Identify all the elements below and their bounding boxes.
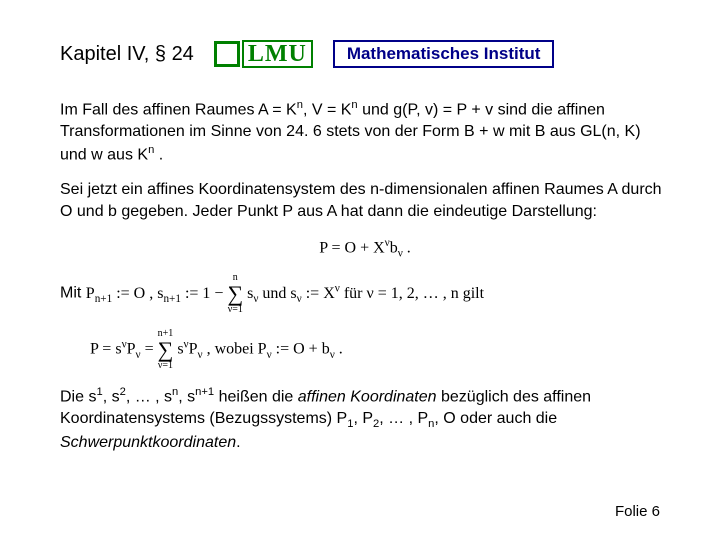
ml-p6: := X [302,285,335,302]
sum-bot: ν=1 [227,305,243,315]
f2-a2: P [127,341,136,358]
p3-t5: heißen die [214,388,298,405]
ml-p1sub: n+1 [95,293,113,305]
ml-p4: s [243,285,253,302]
f2-a3: = [141,341,158,358]
slide-header: Kapitel IV, § 24 LMU Mathematisches Inst… [60,40,670,68]
institute-label: Mathematisches Institut [333,40,555,68]
sigma-icon: ∑ [227,283,243,305]
p3-t3: , … , s [126,388,172,405]
p1-t4: . [154,146,163,163]
f2-a4: s [173,341,183,358]
sum2-bot: ν=1 [158,361,174,371]
p3-t7: , P [353,410,373,427]
sigma2-icon: ∑ [158,339,174,361]
f1-lhs: P = O + X [319,239,384,256]
paragraph-2: Sei jetzt ein affines Koordinatensystem … [60,179,670,222]
ml-p2: := O , s [112,285,163,302]
paragraph-1: Im Fall des affinen Raumes A = Kn, V = K… [60,98,670,165]
ml-p3: := 1 − [181,285,228,302]
f2-a7: := O + b [272,341,330,358]
ml-p5: und s [258,285,296,302]
p3-it1: affinen Koordinaten [298,388,437,405]
sum2-icon: n+1∑ν=1 [158,329,174,371]
p3-t4: , s [178,388,195,405]
p3-t9: , O oder auch die [434,410,557,427]
mit-label: Mit [60,285,86,302]
slide-footer: Folie 6 [615,503,660,520]
ml-p7: für ν = 1, 2, … , n gilt [340,285,484,302]
p1-t2: , V = K [303,101,351,118]
chapter-label: Kapitel IV, § 24 [60,43,194,66]
formula-1: P = O + Xνbν . [60,237,670,260]
mit-line: Mit Pn+1 := O , sn+1 := 1 − n∑ν=1 sν und… [60,273,670,315]
f2-a1: P = s [90,341,122,358]
ml-p1: P [86,285,95,302]
p3-t10: . [236,434,240,451]
lmu-logo: LMU [214,40,313,68]
p3-t1: Die s [60,388,96,405]
f1-mid: b [390,239,398,256]
sum-icon: n∑ν=1 [227,273,243,315]
p3-s4: n+1 [195,386,214,398]
f2-a5: P [189,341,198,358]
f2-a8: . [335,341,343,358]
logo-square-icon [214,41,240,67]
paragraph-3: Die s1, s2, … , sn, sn+1 heißen die affi… [60,385,670,454]
f2-a6: , wobei P [203,341,267,358]
p3-t8: , … , P [379,410,428,427]
p3-it2: Schwerpunktkoordinaten [60,434,236,451]
formula-2: P = sνPν = n+1∑ν=1 sνPν , wobei Pν := O … [90,329,670,371]
f1-end: . [403,239,411,256]
p3-t2: , s [103,388,120,405]
lmu-text: LMU [242,40,313,68]
p1-t1: Im Fall des affinen Raumes A = K [60,101,297,118]
ml-p2sub: n+1 [163,293,181,305]
slide: Kapitel IV, § 24 LMU Mathematisches Inst… [0,0,720,540]
